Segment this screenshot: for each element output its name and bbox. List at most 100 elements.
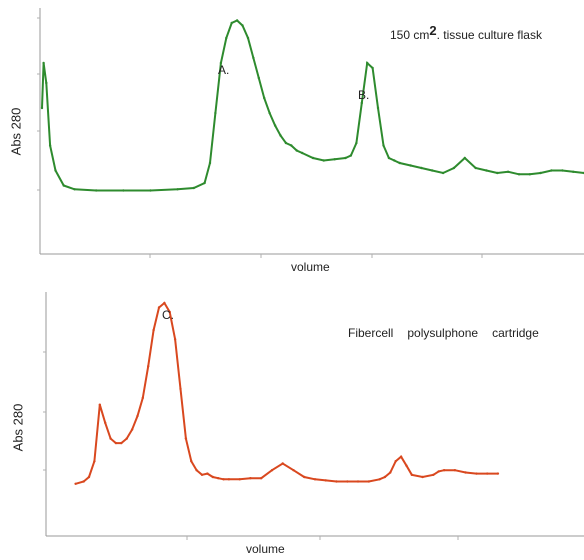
data-point <box>217 477 220 480</box>
y-axis-label-top: Abs 280 <box>8 107 24 156</box>
data-point <box>284 141 288 145</box>
data-point <box>40 106 44 110</box>
data-point <box>356 480 360 483</box>
data-point <box>432 473 435 476</box>
data-point <box>496 171 499 175</box>
data-point <box>437 470 440 473</box>
data-point <box>98 403 102 406</box>
data-point <box>74 482 77 485</box>
data-point <box>246 36 250 40</box>
chart-bottom-svg <box>43 292 584 540</box>
data-point <box>383 475 387 479</box>
chart-top-svg <box>37 8 584 258</box>
data-point <box>93 460 96 463</box>
annotation-a: A. <box>218 63 230 77</box>
title-part: . tissue culture flask <box>436 28 542 42</box>
data-point <box>120 441 123 445</box>
data-point <box>48 144 52 147</box>
data-point <box>335 480 338 483</box>
data-point <box>42 61 45 65</box>
data-point <box>324 479 327 482</box>
data-point <box>109 437 112 440</box>
data-point <box>179 387 182 391</box>
data-point <box>82 480 85 483</box>
data-point <box>301 151 304 155</box>
data-point <box>114 441 118 445</box>
data-point <box>238 478 241 481</box>
data-point <box>303 475 306 479</box>
data-point <box>486 472 489 475</box>
chart-panel-top: Abs 280 volume A. B. 150 cm2. tissue cul… <box>8 8 584 274</box>
data-point <box>349 154 353 157</box>
data-point <box>441 171 445 175</box>
data-point <box>222 478 225 481</box>
data-point <box>211 475 214 479</box>
data-point <box>367 480 370 483</box>
data-point <box>453 469 457 472</box>
data-point <box>410 473 413 476</box>
data-point <box>393 159 396 162</box>
data-point <box>241 24 244 27</box>
data-point <box>322 159 325 162</box>
title-part: cartridge <box>492 326 539 340</box>
data-point <box>195 469 198 472</box>
data-point <box>539 171 542 175</box>
data-point <box>376 106 380 110</box>
data-point <box>260 477 263 480</box>
title-part: Fibercell <box>348 326 394 340</box>
data-point <box>442 469 446 472</box>
data-point <box>273 124 277 127</box>
data-point <box>230 21 233 25</box>
data-point <box>292 469 295 472</box>
title-superscript: 2 <box>429 23 437 38</box>
annotation-b: B. <box>358 88 370 102</box>
data-point <box>163 301 166 305</box>
data-point <box>333 158 336 161</box>
data-point <box>561 169 564 172</box>
data-point <box>235 19 239 22</box>
data-point <box>184 437 188 440</box>
data-point <box>399 455 403 458</box>
chart-title-bottom: Fibercell polysulphone cartridge <box>348 326 553 340</box>
data-point <box>168 310 171 314</box>
data-point <box>225 36 228 40</box>
data-point <box>463 156 466 160</box>
data-point <box>475 472 478 475</box>
title-part: polysulphone <box>407 326 479 340</box>
data-point <box>87 475 91 479</box>
title-part: 150 cm <box>390 28 430 42</box>
data-point <box>394 460 397 463</box>
data-point <box>227 478 231 481</box>
data-point <box>157 306 161 309</box>
data-point <box>173 338 177 341</box>
data-point <box>190 460 193 463</box>
data-point <box>506 170 510 173</box>
data-point <box>378 478 381 481</box>
data-point <box>54 169 57 172</box>
data-point <box>387 156 391 160</box>
data-point <box>355 141 358 145</box>
data-point <box>311 156 315 160</box>
data-point <box>136 414 139 418</box>
data-point <box>152 328 155 332</box>
data-point <box>73 188 76 191</box>
data-point <box>360 101 363 105</box>
data-point <box>270 469 274 472</box>
data-point <box>279 134 282 137</box>
data-point <box>141 396 144 400</box>
data-point <box>62 184 65 187</box>
data-point <box>485 169 488 172</box>
data-point <box>281 462 284 465</box>
data-point <box>464 471 467 474</box>
data-point <box>346 480 349 483</box>
data-point <box>572 170 575 173</box>
annotation-c: C. <box>162 308 174 322</box>
data-point <box>550 169 553 172</box>
data-point <box>409 164 412 167</box>
data-point <box>192 186 195 190</box>
data-point <box>130 428 134 431</box>
x-axis-label-top: volume <box>291 260 330 274</box>
data-point <box>344 156 347 160</box>
data-point <box>452 166 456 170</box>
series-line-top <box>41 19 584 192</box>
